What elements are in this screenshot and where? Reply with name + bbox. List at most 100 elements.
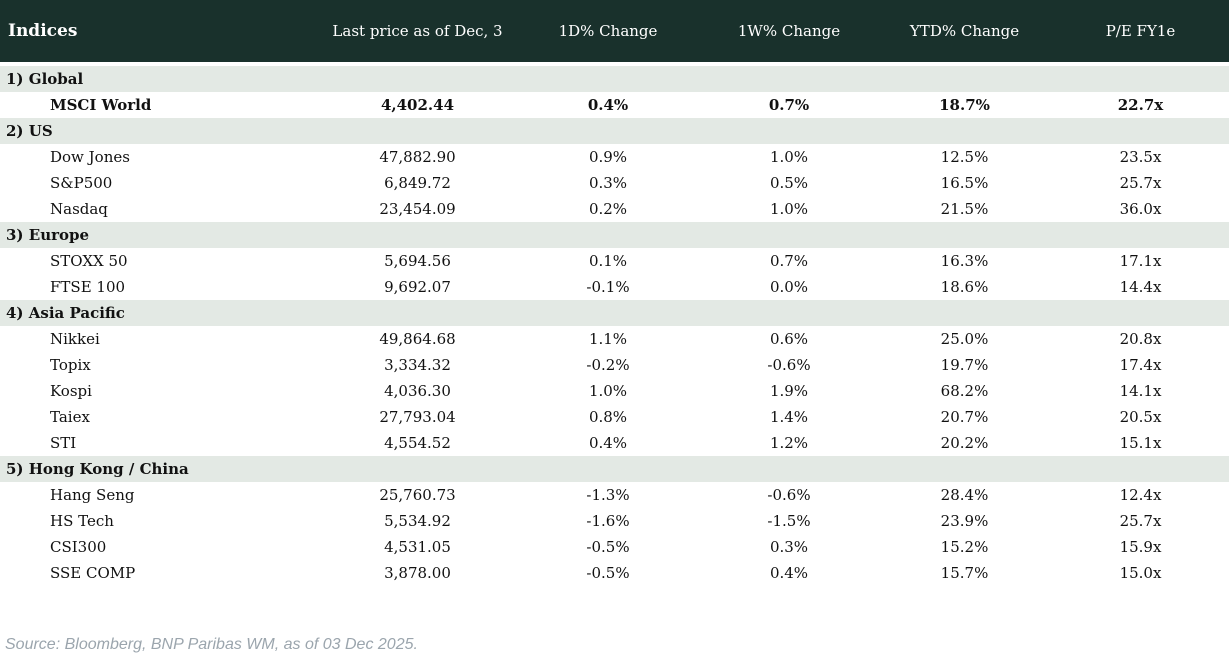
- change-1d: 0.8%: [515, 404, 701, 430]
- change-1w: -0.6%: [701, 352, 877, 378]
- section-row: 2) US: [0, 118, 1229, 144]
- table-row: STOXX 50 5,694.56 0.1% 0.7% 16.3% 17.1x: [0, 248, 1229, 274]
- change-1w: 0.0%: [701, 274, 877, 300]
- change-1d: 0.1%: [515, 248, 701, 274]
- pe-ratio: 15.9x: [1052, 534, 1229, 560]
- pe-ratio: 25.7x: [1052, 508, 1229, 534]
- indices-table: Indices Last price as of Dec, 3 1D% Chan…: [0, 0, 1229, 586]
- change-ytd: 15.2%: [877, 534, 1052, 560]
- last-price: 9,692.07: [320, 274, 515, 300]
- change-1d: -0.5%: [515, 560, 701, 586]
- last-price: 25,760.73: [320, 482, 515, 508]
- section-label: 2) US: [0, 118, 1229, 144]
- pe-ratio: 22.7x: [1052, 92, 1229, 118]
- change-ytd: 18.6%: [877, 274, 1052, 300]
- section-label: 3) Europe: [0, 222, 1229, 248]
- change-1d: 1.1%: [515, 326, 701, 352]
- change-1d: -0.1%: [515, 274, 701, 300]
- change-1w: 0.5%: [701, 170, 877, 196]
- pe-ratio: 23.5x: [1052, 144, 1229, 170]
- change-1d: 0.4%: [515, 430, 701, 456]
- table-body: 1) Global MSCI World 4,402.44 0.4% 0.7% 18.7%…: [0, 64, 1229, 586]
- last-price: 4,036.30: [320, 378, 515, 404]
- change-1w: 1.9%: [701, 378, 877, 404]
- table-row: SSE COMP 3,878.00 -0.5% 0.4% 15.7% 15.0x: [0, 560, 1229, 586]
- table-row: S&P500 6,849.72 0.3% 0.5% 16.5% 25.7x: [0, 170, 1229, 196]
- table-row: Dow Jones 47,882.90 0.9% 1.0% 12.5% 23.5x: [0, 144, 1229, 170]
- table-row: HS Tech 5,534.92 -1.6% -1.5% 23.9% 25.7x: [0, 508, 1229, 534]
- pe-ratio: 20.5x: [1052, 404, 1229, 430]
- change-ytd: 20.7%: [877, 404, 1052, 430]
- index-name: STI: [0, 430, 320, 456]
- change-1w: 1.2%: [701, 430, 877, 456]
- change-1w: 0.7%: [701, 248, 877, 274]
- column-header-1d-change: 1D% Change: [515, 0, 701, 66]
- change-ytd: 18.7%: [877, 92, 1052, 118]
- pe-ratio: 14.4x: [1052, 274, 1229, 300]
- index-name: CSI300: [0, 534, 320, 560]
- index-name: S&P500: [0, 170, 320, 196]
- last-price: 3,334.32: [320, 352, 515, 378]
- change-ytd: 15.7%: [877, 560, 1052, 586]
- index-name: Topix: [0, 352, 320, 378]
- index-name: STOXX 50: [0, 248, 320, 274]
- column-header-pe: P/E FY1e: [1052, 0, 1229, 66]
- change-1d: 0.4%: [515, 92, 701, 118]
- change-ytd: 28.4%: [877, 482, 1052, 508]
- last-price: 23,454.09: [320, 196, 515, 222]
- pe-ratio: 17.4x: [1052, 352, 1229, 378]
- section-row: 4) Asia Pacific: [0, 300, 1229, 326]
- change-ytd: 21.5%: [877, 196, 1052, 222]
- table-title: Indices: [0, 0, 320, 66]
- change-1w: 1.4%: [701, 404, 877, 430]
- index-name: Dow Jones: [0, 144, 320, 170]
- change-ytd: 25.0%: [877, 326, 1052, 352]
- last-price: 6,849.72: [320, 170, 515, 196]
- table-row: Hang Seng 25,760.73 -1.3% -0.6% 28.4% 12.4x: [0, 482, 1229, 508]
- table-row: Topix 3,334.32 -0.2% -0.6% 19.7% 17.4x: [0, 352, 1229, 378]
- column-header-ytd-change: YTD% Change: [877, 0, 1052, 66]
- index-name: SSE COMP: [0, 560, 320, 586]
- change-1d: 1.0%: [515, 378, 701, 404]
- section-row: 3) Europe: [0, 222, 1229, 248]
- section-row: 1) Global: [0, 64, 1229, 92]
- change-1w: 0.7%: [701, 92, 877, 118]
- last-price: 3,878.00: [320, 560, 515, 586]
- change-ytd: 16.3%: [877, 248, 1052, 274]
- table-header: Indices Last price as of Dec, 3 1D% Chan…: [0, 0, 1229, 66]
- section-label: 4) Asia Pacific: [0, 300, 1229, 326]
- change-ytd: 68.2%: [877, 378, 1052, 404]
- last-price: 4,402.44: [320, 92, 515, 118]
- last-price: 4,554.52: [320, 430, 515, 456]
- change-ytd: 20.2%: [877, 430, 1052, 456]
- change-1w: -1.5%: [701, 508, 877, 534]
- change-1d: 0.2%: [515, 196, 701, 222]
- source-note: Source: Bloomberg, BNP Paribas WM, as of…: [5, 636, 418, 653]
- pe-ratio: 17.1x: [1052, 248, 1229, 274]
- change-ytd: 16.5%: [877, 170, 1052, 196]
- change-1d: 0.9%: [515, 144, 701, 170]
- section-label: 1) Global: [0, 64, 1229, 92]
- index-name: Taiex: [0, 404, 320, 430]
- change-1d: -1.3%: [515, 482, 701, 508]
- column-header-1w-change: 1W% Change: [701, 0, 877, 66]
- table-row: FTSE 100 9,692.07 -0.1% 0.0% 18.6% 14.4x: [0, 274, 1229, 300]
- index-name: Nikkei: [0, 326, 320, 352]
- last-price: 47,882.90: [320, 144, 515, 170]
- table-row: Taiex 27,793.04 0.8% 1.4% 20.7% 20.5x: [0, 404, 1229, 430]
- last-price: 27,793.04: [320, 404, 515, 430]
- change-1w: 0.3%: [701, 534, 877, 560]
- change-ytd: 23.9%: [877, 508, 1052, 534]
- table-row: MSCI World 4,402.44 0.4% 0.7% 18.7% 22.7x: [0, 92, 1229, 118]
- change-1d: -0.2%: [515, 352, 701, 378]
- change-1w: -0.6%: [701, 482, 877, 508]
- pe-ratio: 14.1x: [1052, 378, 1229, 404]
- index-name: FTSE 100: [0, 274, 320, 300]
- pe-ratio: 20.8x: [1052, 326, 1229, 352]
- index-name: Kospi: [0, 378, 320, 404]
- change-1w: 1.0%: [701, 196, 877, 222]
- pe-ratio: 25.7x: [1052, 170, 1229, 196]
- change-1w: 1.0%: [701, 144, 877, 170]
- change-1w: 0.4%: [701, 560, 877, 586]
- change-1d: 0.3%: [515, 170, 701, 196]
